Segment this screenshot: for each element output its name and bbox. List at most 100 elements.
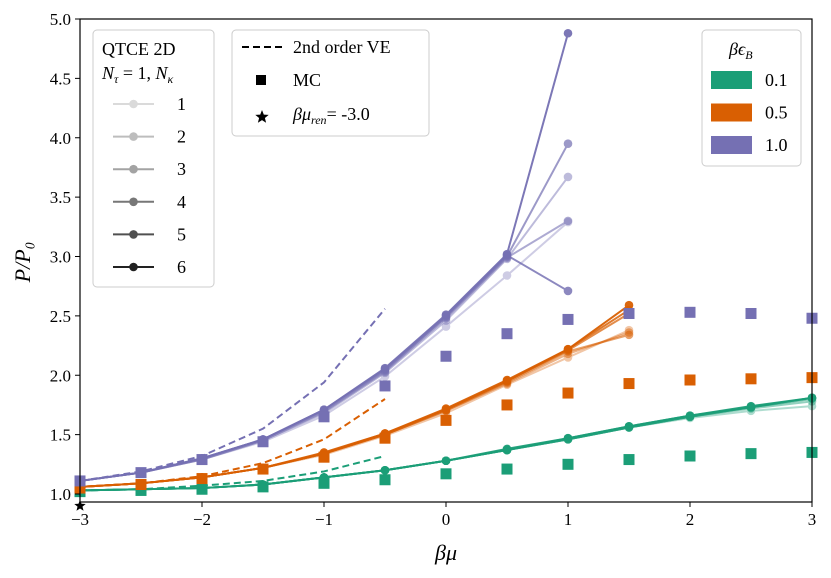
legend-beta-swatch bbox=[711, 103, 752, 122]
mc-point-0.1 bbox=[684, 450, 696, 462]
mc-point-0.5 bbox=[501, 399, 513, 411]
ve-line-1.0 bbox=[79, 308, 386, 482]
legend-star-marker bbox=[255, 110, 269, 123]
qtce-point bbox=[563, 172, 573, 182]
y-tick-label: 2.0 bbox=[50, 366, 71, 385]
qtce-line bbox=[79, 254, 569, 482]
legend-style-frame bbox=[231, 29, 430, 137]
mc-point-1.0 bbox=[623, 308, 635, 319]
qtce-point bbox=[502, 249, 512, 259]
y-tick-label: 1.0 bbox=[50, 485, 71, 504]
legend-beta-label: 0.5 bbox=[765, 103, 788, 123]
legend-order: QTCE 2D Nτ = 1, Nκ 1 2 3 4 5 6 bbox=[92, 29, 215, 288]
legend-order-marker bbox=[129, 197, 138, 207]
mc-point-0.5 bbox=[379, 432, 391, 444]
mc-point-0.5 bbox=[745, 373, 757, 385]
ve-line-0.5 bbox=[79, 398, 386, 488]
y-tick-label: 4.5 bbox=[50, 69, 71, 88]
legend-order-marker bbox=[129, 262, 138, 272]
qtce-point bbox=[563, 433, 573, 443]
mc-point-1.0 bbox=[135, 467, 147, 479]
mc-point-0.1 bbox=[745, 448, 757, 460]
mc-point-0.1 bbox=[440, 468, 452, 480]
qtce-point bbox=[441, 322, 451, 331]
y-tick-label: 2.5 bbox=[50, 307, 71, 326]
legend-order-label: 2 bbox=[177, 127, 186, 147]
qtce-point bbox=[746, 401, 756, 411]
qtce-point bbox=[441, 310, 451, 319]
y-tick-label: 4.0 bbox=[50, 129, 71, 148]
y-tick-label: 5.0 bbox=[50, 10, 71, 29]
mc-point-1.0 bbox=[379, 380, 391, 392]
qtce-point bbox=[380, 465, 390, 475]
plot-body bbox=[74, 28, 818, 511]
legend-beta-label: 1.0 bbox=[765, 135, 788, 155]
mc-point-0.1 bbox=[379, 474, 391, 486]
legend-order-marker bbox=[129, 99, 138, 109]
mc-point-1.0 bbox=[196, 454, 208, 466]
mc-point-1.0 bbox=[318, 411, 330, 423]
mc-point-0.1 bbox=[501, 463, 513, 475]
mc-point-1.0 bbox=[562, 313, 574, 325]
ve-line-0.1 bbox=[79, 455, 386, 492]
qtce-point bbox=[563, 353, 573, 362]
legend-order-subtitle: Nτ = 1, Nκ bbox=[101, 63, 173, 86]
mc-point-0.1 bbox=[257, 481, 269, 493]
qtce-point bbox=[685, 411, 695, 420]
mc-point-0.5 bbox=[684, 374, 696, 386]
qtce-point bbox=[502, 444, 512, 454]
mc-point-0.5 bbox=[135, 479, 147, 490]
mc-point-0.5 bbox=[562, 387, 574, 399]
legend-beta: βϵB 0.1 0.5 1.0 bbox=[701, 29, 802, 167]
qtce-point bbox=[563, 139, 573, 148]
qtce-point bbox=[441, 456, 451, 466]
mc-point-1.0 bbox=[440, 350, 452, 362]
y-tick-label: 1.5 bbox=[50, 426, 71, 445]
legend-order-marker bbox=[129, 230, 138, 239]
qtce-line bbox=[79, 312, 630, 488]
x-tick-label: 3 bbox=[808, 510, 817, 529]
legend-order-frame bbox=[92, 29, 215, 288]
qtce-point bbox=[441, 404, 451, 413]
y-tick-label: 3.0 bbox=[50, 248, 71, 267]
qtce-point bbox=[624, 300, 634, 310]
y-axis-label: P/P₀ bbox=[10, 242, 35, 284]
mc-point-1.0 bbox=[684, 306, 696, 318]
x-tick-label: 2 bbox=[686, 510, 695, 529]
legend-order-label: 4 bbox=[177, 192, 186, 212]
mc-point-1.0 bbox=[257, 436, 269, 448]
legend-star-label: βμren= -3.0 bbox=[292, 104, 370, 127]
x-tick-label: −2 bbox=[193, 510, 211, 529]
y-tick-label: 3.5 bbox=[50, 188, 71, 207]
x-tick-label: 1 bbox=[564, 510, 573, 529]
mc-point-0.1 bbox=[135, 484, 147, 496]
legend-order-label: 1 bbox=[177, 94, 186, 114]
legend-ve-label: 2nd order VE bbox=[293, 37, 391, 57]
mc-point-0.1 bbox=[196, 483, 208, 495]
mc-point-0.5 bbox=[318, 451, 330, 463]
qtce-point bbox=[563, 286, 573, 296]
x-tick-label: 0 bbox=[442, 510, 451, 529]
legend-order-label: 5 bbox=[177, 224, 186, 244]
legend-order-entries: 1 2 3 4 5 6 bbox=[113, 94, 186, 277]
qtce-point bbox=[563, 216, 573, 226]
mc-point-0.1 bbox=[318, 477, 330, 489]
x-tick-label: −3 bbox=[71, 510, 89, 529]
legend-beta-frame bbox=[701, 29, 802, 167]
legend-order-label: 3 bbox=[177, 159, 186, 179]
mc-point-0.5 bbox=[257, 463, 269, 475]
qtce-point bbox=[502, 271, 512, 280]
legend-beta-swatch bbox=[711, 71, 752, 89]
mc-point-0.1 bbox=[562, 458, 574, 470]
mc-point-0.5 bbox=[440, 414, 452, 426]
qtce-point bbox=[563, 344, 573, 354]
legend-beta-swatch bbox=[711, 136, 752, 154]
qtce-point bbox=[502, 375, 512, 385]
legend-mc-square bbox=[256, 75, 266, 85]
legend-mc-label: MC bbox=[293, 70, 321, 90]
legend-style: 2nd order VE MC βμren= -3.0 bbox=[231, 29, 430, 137]
qtce-point bbox=[563, 28, 573, 38]
mc-point-0.5 bbox=[623, 378, 635, 390]
legend-order-marker bbox=[129, 164, 138, 174]
